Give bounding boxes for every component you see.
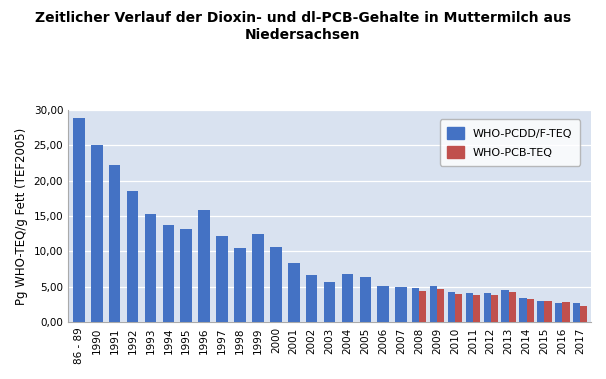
Bar [412, 288, 419, 323]
Bar [359, 277, 371, 323]
Text: Zeitlicher Verlauf der Dioxin- und dl-PCB-Gehalte in Muttermilch aus
Niedersachs: Zeitlicher Verlauf der Dioxin- und dl-PC… [35, 11, 571, 42]
Bar [430, 286, 437, 323]
Bar [127, 191, 138, 323]
Bar [473, 295, 480, 323]
Bar [73, 118, 85, 323]
Bar [501, 290, 508, 323]
Bar [216, 236, 228, 323]
Y-axis label: Pg WHO-TEQ/g Fett (TEF2005): Pg WHO-TEQ/g Fett (TEF2005) [15, 127, 28, 305]
Bar [324, 282, 335, 323]
Bar [342, 274, 353, 323]
Bar [544, 301, 551, 323]
Bar [288, 263, 299, 323]
Bar [519, 298, 527, 323]
Bar [234, 248, 246, 323]
Bar [395, 287, 407, 323]
Bar [491, 296, 498, 323]
Bar [562, 302, 570, 323]
Bar [555, 302, 562, 323]
Bar [573, 303, 581, 323]
Bar [91, 145, 102, 323]
Bar [145, 214, 156, 323]
Bar [484, 293, 491, 323]
Bar [508, 292, 516, 323]
Bar [581, 306, 587, 323]
Bar [198, 210, 210, 323]
Bar [538, 301, 544, 323]
Bar [162, 224, 174, 323]
Bar [419, 291, 426, 323]
Bar [527, 299, 534, 323]
Bar [270, 246, 282, 323]
Bar [465, 293, 473, 323]
Bar [455, 294, 462, 323]
Bar [252, 235, 264, 323]
Bar [378, 286, 389, 323]
Bar [306, 275, 318, 323]
Bar [437, 290, 444, 323]
Bar [181, 229, 192, 323]
Bar [109, 165, 121, 323]
Bar [448, 292, 455, 323]
Legend: WHO-PCDD/F-TEQ, WHO-PCB-TEQ: WHO-PCDD/F-TEQ, WHO-PCB-TEQ [439, 119, 580, 166]
